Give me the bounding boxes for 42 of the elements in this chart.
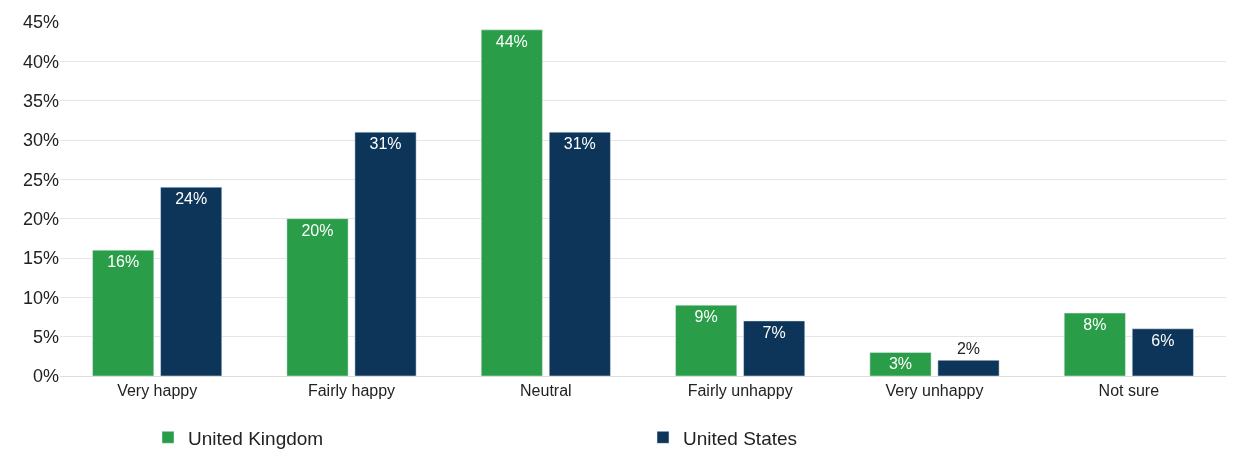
data-label: 44% xyxy=(495,32,528,50)
y-tick-label: 5% xyxy=(32,326,59,347)
y-tick-label: 15% xyxy=(22,248,59,269)
y-tick-label: 30% xyxy=(22,130,59,151)
bar xyxy=(354,131,417,376)
y-tick-label: 20% xyxy=(22,208,59,229)
y-tick-label: 40% xyxy=(22,51,59,72)
data-label: 24% xyxy=(175,190,208,208)
x-tick-label: Fairly unhappy xyxy=(687,382,793,400)
bar xyxy=(1063,312,1126,376)
data-label: 31% xyxy=(369,135,402,153)
legend-label: United States xyxy=(683,427,798,449)
data-label: 31% xyxy=(563,135,596,153)
x-tick-label: Very happy xyxy=(117,382,198,400)
x-tick-label: Fairly happy xyxy=(307,382,396,400)
data-label: 20% xyxy=(301,221,334,239)
data-label: 9% xyxy=(694,308,718,326)
data-label: 8% xyxy=(1083,316,1107,334)
y-tick-label: 35% xyxy=(22,90,59,111)
legend-label: United Kingdom xyxy=(188,427,324,449)
y-tick-label: 45% xyxy=(22,12,59,33)
bar xyxy=(92,249,155,376)
data-label: 2% xyxy=(956,340,981,358)
x-tick-label: Very unhappy xyxy=(885,382,984,400)
x-tick-label: Neutral xyxy=(520,382,572,400)
bar xyxy=(548,131,611,376)
data-label: 7% xyxy=(762,323,786,341)
bar xyxy=(1131,328,1194,376)
data-label: 6% xyxy=(1151,331,1175,349)
data-label: 3% xyxy=(888,355,913,373)
y-tick-label: 25% xyxy=(22,169,59,190)
bar xyxy=(937,360,1000,376)
y-tick-label: 10% xyxy=(22,287,59,308)
bar xyxy=(869,352,932,376)
x-tick-label: Not sure xyxy=(1098,382,1160,400)
bar xyxy=(286,218,349,376)
data-label: 16% xyxy=(107,253,140,271)
bar xyxy=(675,304,738,376)
bar xyxy=(480,29,543,376)
y-tick-label: 0% xyxy=(32,366,59,387)
bar xyxy=(743,320,806,376)
bar xyxy=(160,186,223,376)
